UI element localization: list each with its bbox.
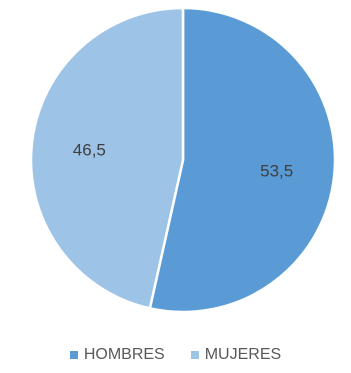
legend-item-hombres: HOMBRES <box>69 346 165 364</box>
pie-slice-mujeres <box>29 6 185 310</box>
legend-label-hombres: HOMBRES <box>83 346 165 363</box>
legend: HOMBRES MUJERES <box>0 346 351 364</box>
data-label-mujeres: 46,5 <box>73 141 106 160</box>
data-label-hombres: 53,5 <box>260 161 293 180</box>
legend-item-mujeres: MUJERES <box>190 346 282 364</box>
pie-slices <box>29 6 337 314</box>
pie-slice-hombres <box>148 6 337 314</box>
legend-label-mujeres: MUJERES <box>204 346 282 363</box>
pie-data-labels: 53,5 46,5 <box>73 141 293 181</box>
legend-swatch-hombres <box>69 351 78 359</box>
legend-swatch-mujeres <box>190 351 199 359</box>
